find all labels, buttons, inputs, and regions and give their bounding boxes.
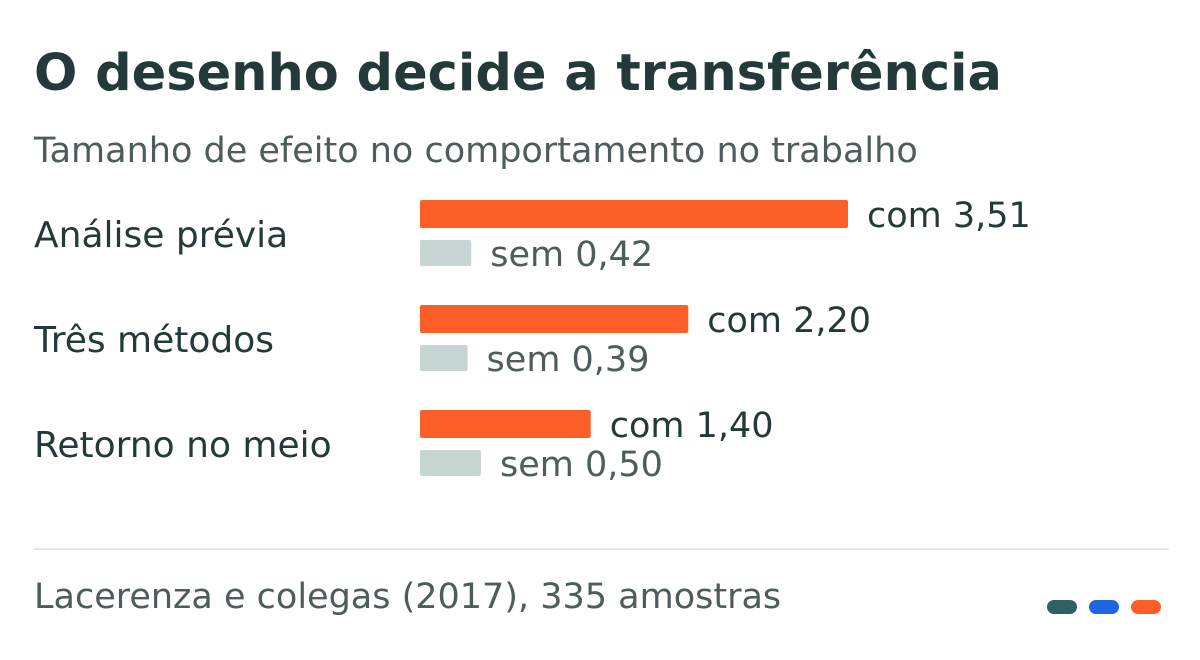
source-note: Lacerenza e colegas (2017), 335 amostras [34,577,782,617]
bar-com [420,200,848,228]
data-label-sem: sem 0,50 [500,445,663,485]
brand-dot [1089,600,1119,614]
footer-divider [33,548,1169,550]
chart-subtitle: Tamanho de efeito no comportamento no tr… [34,131,918,171]
brand-dots [1047,600,1161,614]
data-label-com: com 3,51 [867,196,1031,236]
chart-title: O desenho decide a transferência [34,44,1002,103]
data-label-com: com 1,40 [610,406,774,446]
bar-com [420,410,591,438]
category-label: Análise prévia [34,215,288,256]
data-label-sem: sem 0,39 [487,340,650,380]
data-label-com: com 2,20 [707,301,871,341]
bar-chart: Análise prévia com 3,51 sem 0,42 Três métod… [33,196,1031,485]
bar-com [420,305,689,333]
bar-sem [420,240,472,266]
bar-sem [420,345,468,371]
category-label: Retorno no meio [34,425,332,466]
bar-sem [420,450,481,476]
category-label: Três métodos [33,320,274,361]
brand-dot [1131,600,1161,614]
data-label-sem: sem 0,42 [490,235,653,275]
brand-dot [1047,600,1077,614]
